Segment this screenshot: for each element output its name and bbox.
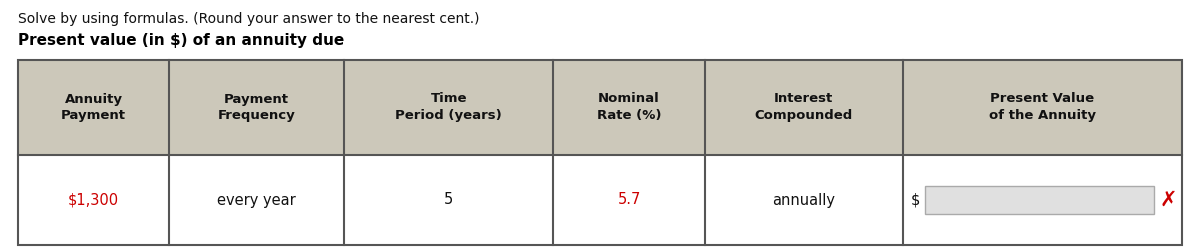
Bar xyxy=(553,60,704,155)
Text: Annuity
Payment: Annuity Payment xyxy=(61,92,126,122)
Bar xyxy=(169,60,344,155)
Bar xyxy=(169,155,344,245)
Text: $1,300: $1,300 xyxy=(68,192,119,208)
Bar xyxy=(344,60,553,155)
Bar xyxy=(902,155,1182,245)
Bar xyxy=(925,186,1154,214)
Text: $: $ xyxy=(911,192,920,208)
Bar xyxy=(902,60,1182,155)
Bar xyxy=(18,60,1182,245)
Text: ✗: ✗ xyxy=(1159,190,1177,210)
Bar xyxy=(704,155,902,245)
Bar xyxy=(18,60,169,155)
Bar xyxy=(553,155,704,245)
Bar xyxy=(704,60,902,155)
Bar xyxy=(18,155,169,245)
Text: 5.7: 5.7 xyxy=(618,192,641,208)
Text: Interest
Compounded: Interest Compounded xyxy=(755,92,853,122)
Text: Nominal
Rate (%): Nominal Rate (%) xyxy=(596,92,661,122)
Text: Solve by using formulas. (Round your answer to the nearest cent.): Solve by using formulas. (Round your ans… xyxy=(18,12,480,26)
Text: Present value (in $) of an annuity due: Present value (in $) of an annuity due xyxy=(18,33,344,48)
Text: Present Value
of the Annuity: Present Value of the Annuity xyxy=(989,92,1096,122)
Text: Time
Period (years): Time Period (years) xyxy=(395,92,502,122)
Text: every year: every year xyxy=(217,192,296,208)
Text: annually: annually xyxy=(773,192,835,208)
Text: 5: 5 xyxy=(444,192,454,208)
Text: Payment
Frequency: Payment Frequency xyxy=(217,92,295,122)
Bar xyxy=(344,155,553,245)
